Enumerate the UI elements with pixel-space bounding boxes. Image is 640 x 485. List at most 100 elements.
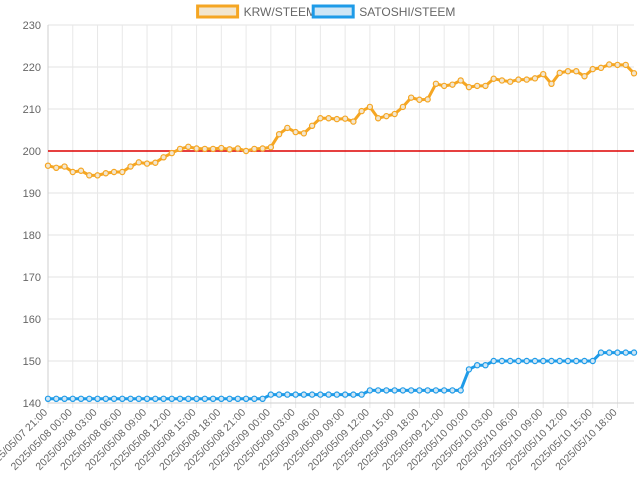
data-point <box>86 172 93 179</box>
data-point <box>110 395 118 402</box>
data-point <box>94 172 101 179</box>
data-point <box>490 357 497 365</box>
data-point <box>333 391 341 398</box>
data-point <box>482 82 489 90</box>
data-point <box>275 391 283 398</box>
data-point <box>234 145 242 152</box>
data-point <box>127 395 134 402</box>
data-point <box>251 395 258 402</box>
data-point <box>110 168 118 176</box>
y-tick-label: 200 <box>23 146 41 158</box>
data-point <box>416 96 423 103</box>
data-point <box>292 128 299 136</box>
data-point <box>292 391 299 398</box>
data-point <box>614 61 621 69</box>
data-point <box>630 70 638 77</box>
y-tick-label: 230 <box>23 20 41 32</box>
data-point <box>350 391 357 398</box>
data-point <box>358 107 365 115</box>
data-point <box>267 391 275 398</box>
data-point <box>540 357 547 365</box>
data-point <box>341 115 349 122</box>
data-point <box>160 154 167 161</box>
data-point <box>135 159 142 166</box>
data-point <box>168 395 175 402</box>
data-point <box>515 76 522 83</box>
data-point <box>432 80 440 88</box>
data-point <box>490 75 497 82</box>
data-point <box>193 395 200 402</box>
data-point <box>44 162 52 169</box>
legend-swatch <box>196 4 240 19</box>
data-point <box>523 76 530 83</box>
data-point <box>61 163 68 170</box>
y-tick-label: 190 <box>23 188 41 200</box>
data-point <box>77 395 85 402</box>
series-line <box>47 62 636 177</box>
data-point <box>242 395 250 402</box>
data-point <box>160 395 167 402</box>
data-point <box>251 145 258 153</box>
data-point <box>102 170 109 177</box>
data-point <box>267 144 275 151</box>
data-point <box>473 362 481 369</box>
data-point <box>201 145 209 153</box>
data-point <box>407 387 415 394</box>
data-point <box>416 387 423 394</box>
data-point <box>317 115 324 122</box>
series-layer <box>44 61 638 402</box>
data-point <box>69 395 76 402</box>
legend: KRW/STEEM SATOSHI/STEEM <box>196 4 455 19</box>
data-point <box>589 357 596 365</box>
data-point <box>152 395 159 402</box>
data-point <box>209 395 217 402</box>
data-point <box>548 357 555 365</box>
data-point <box>119 395 126 402</box>
data-point <box>606 349 613 356</box>
data-point <box>457 77 464 84</box>
data-point <box>284 391 291 398</box>
y-tick-label: 140 <box>23 398 41 410</box>
data-point <box>597 349 605 356</box>
data-point <box>564 357 572 365</box>
data-point <box>523 357 530 365</box>
series-satoshi-steem <box>44 349 638 402</box>
data-point <box>77 167 85 174</box>
series-krw-steem <box>44 61 638 179</box>
data-point <box>275 130 283 138</box>
data-point <box>630 349 638 356</box>
data-point <box>317 391 324 398</box>
data-point <box>622 349 629 356</box>
series-line <box>48 351 634 401</box>
data-point <box>218 144 225 152</box>
data-point <box>168 149 175 157</box>
data-point <box>53 395 60 402</box>
data-point <box>325 391 332 398</box>
legend-label: KRW/STEEM <box>244 5 316 19</box>
data-point <box>284 124 291 132</box>
data-point <box>498 357 506 365</box>
data-point <box>201 395 209 402</box>
data-point <box>391 387 398 394</box>
data-point <box>498 77 506 84</box>
data-point <box>44 395 52 402</box>
data-point <box>366 103 374 111</box>
data-point <box>399 103 407 111</box>
data-point <box>152 159 159 166</box>
data-point <box>531 75 539 82</box>
data-point <box>226 395 233 402</box>
data-point <box>449 81 456 88</box>
data-point <box>325 115 332 122</box>
data-point <box>218 395 225 402</box>
data-point <box>614 349 621 356</box>
y-tick-label: 180 <box>23 230 41 242</box>
y-axis: 140 150 160 170 180 190 200 210 220 230 <box>23 20 41 410</box>
data-point <box>300 130 308 137</box>
data-point <box>457 387 464 394</box>
data-point <box>540 70 547 78</box>
data-point <box>440 82 448 90</box>
data-point <box>234 395 242 402</box>
